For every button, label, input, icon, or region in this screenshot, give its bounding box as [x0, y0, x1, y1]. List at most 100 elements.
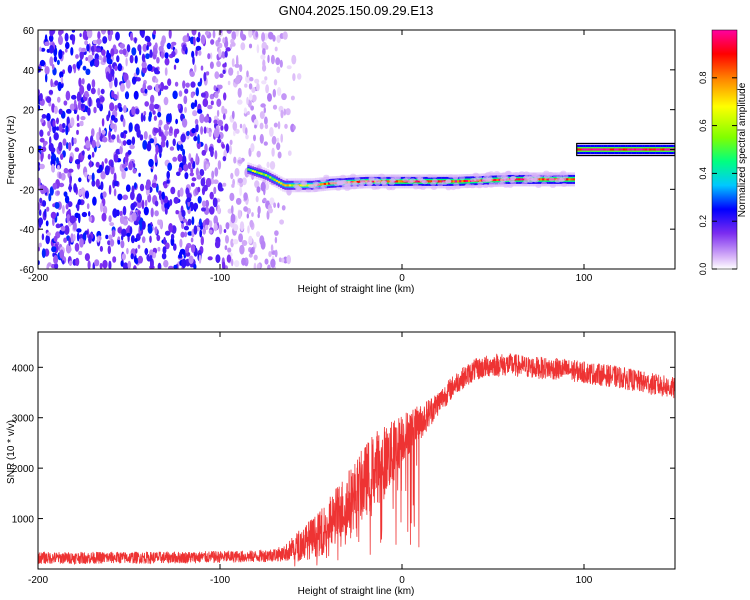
noise-blob [143, 206, 149, 216]
noise-blob [276, 142, 281, 151]
noise-blob [96, 100, 101, 109]
colorbar-tick-label: 0.6 [698, 119, 708, 132]
ridge-haze [448, 174, 454, 179]
noise-blob [110, 48, 115, 57]
noise-blob [60, 76, 64, 84]
noise-blob [87, 154, 92, 160]
noise-blob [60, 153, 64, 160]
noise-blob [221, 105, 225, 115]
ridge-cell [631, 148, 634, 151]
ridge-cell [441, 180, 444, 183]
noise-blob [281, 205, 286, 211]
noise-blob [187, 162, 192, 170]
noise-blob [57, 165, 60, 170]
noise-blob [76, 92, 80, 102]
noise-blob [94, 58, 100, 68]
noise-blob [266, 161, 270, 168]
noise-blob [282, 31, 288, 40]
noise-blob [79, 120, 84, 127]
ridge-haze [301, 180, 308, 185]
noise-blob [87, 54, 94, 61]
ridge-haze [388, 181, 395, 186]
noise-blob [145, 183, 151, 191]
noise-blob [223, 229, 227, 233]
ridge-cell [594, 148, 597, 151]
noise-blob [65, 142, 69, 150]
noise-blob [243, 192, 248, 201]
noise-blob [74, 147, 80, 152]
ridge-haze [450, 186, 457, 191]
noise-blob [276, 87, 282, 96]
noise-blob [229, 192, 235, 202]
noise-blob [180, 231, 185, 238]
noise-blob [260, 103, 266, 108]
noise-blob [209, 206, 215, 215]
noise-blob [39, 59, 46, 67]
noise-blob [59, 249, 64, 259]
noise-blob [84, 40, 88, 46]
noise-blob [241, 240, 248, 246]
noise-blob [38, 242, 42, 248]
noise-blob [146, 45, 149, 51]
noise-blob [107, 73, 113, 83]
noise-blob [58, 171, 62, 179]
noise-blob [167, 78, 172, 86]
noise-blob [192, 110, 198, 117]
noise-blob [273, 202, 276, 208]
noise-blob [57, 96, 61, 103]
noise-blob [230, 172, 234, 180]
noise-blob [218, 42, 223, 49]
noise-blob [270, 244, 274, 252]
x-tick-label: -100 [210, 575, 230, 586]
ridge-haze [372, 177, 379, 182]
ridge-cell [258, 171, 261, 175]
ridge-cell [588, 148, 591, 151]
noise-blob [97, 31, 101, 40]
noise-blob [100, 30, 107, 35]
noise-blob [280, 109, 284, 119]
noise-blob [260, 54, 266, 60]
noise-blob [114, 77, 118, 88]
noise-blob [248, 30, 253, 38]
ridge-cell [459, 180, 462, 183]
noise-blob [132, 168, 137, 174]
noise-blob [276, 137, 280, 143]
ridge-cell [620, 148, 624, 151]
noise-blob [119, 43, 126, 49]
noise-blob [251, 212, 254, 217]
noise-blob [149, 235, 152, 243]
noise-blob [225, 143, 230, 154]
ridge-cell [616, 148, 619, 151]
noise-blob [102, 259, 108, 269]
ridge-cell [607, 148, 610, 151]
ridge-haze [407, 179, 414, 184]
noise-blob [149, 49, 153, 59]
noise-blob [177, 140, 183, 146]
noise-blob [237, 159, 243, 164]
colorbar-ticks: 0.0 0.2 0.4 0.6 0.8 [698, 72, 737, 275]
noise-blob [246, 96, 249, 106]
noise-blob [204, 224, 209, 230]
noise-blob [191, 216, 195, 226]
noise-blob [86, 83, 91, 92]
noise-blob [274, 249, 278, 258]
spectrogram-noise [38, 30, 302, 269]
noise-blob [66, 214, 71, 223]
noise-blob [58, 141, 63, 152]
noise-blob [110, 161, 114, 168]
ridge-cell [633, 148, 637, 151]
noise-blob [39, 129, 44, 137]
noise-blob [180, 133, 186, 143]
noise-blob [277, 121, 281, 130]
noise-blob [53, 132, 59, 141]
noise-blob [202, 227, 206, 235]
noise-blob [64, 195, 70, 204]
noise-blob [52, 182, 58, 190]
noise-blob [219, 73, 224, 78]
noise-blob [235, 128, 240, 134]
ridge-cell [618, 148, 621, 151]
ridge-haze [335, 186, 342, 191]
noise-blob [54, 80, 59, 86]
noise-blob [184, 231, 188, 238]
noise-blob [190, 237, 194, 243]
